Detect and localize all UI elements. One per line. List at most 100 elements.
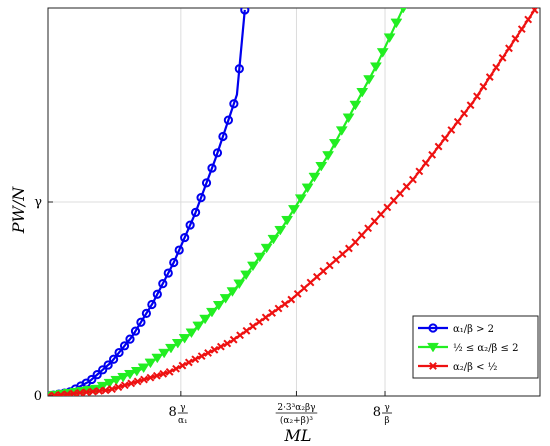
marker-x <box>52 391 59 396</box>
marker-triangle <box>205 307 218 318</box>
marker-x <box>498 53 507 62</box>
marker-x <box>165 367 174 376</box>
marker-x <box>140 375 148 384</box>
marker-x <box>210 345 219 354</box>
legend-label: ½ ≤ α₂/β ≤ 2 <box>453 343 518 354</box>
marker-x <box>415 167 424 176</box>
marker-x <box>377 210 385 219</box>
marker-circle <box>212 148 223 158</box>
marker-circle <box>114 347 124 358</box>
marker-circle <box>234 64 244 74</box>
marker-x <box>460 109 469 118</box>
marker-circle <box>201 178 212 188</box>
marker-x <box>82 388 91 396</box>
marker-triangle <box>376 48 389 58</box>
series-2 <box>48 8 407 396</box>
marker-x <box>204 349 212 357</box>
marker-x <box>524 15 533 24</box>
x-tick-denominator: β <box>384 416 389 426</box>
marker-triangle <box>246 261 259 272</box>
legend-item: α₂/β < ½ <box>418 362 498 373</box>
marker-x <box>409 175 417 184</box>
marker-circle <box>119 341 130 351</box>
marker-x <box>396 189 405 198</box>
marker-triangle <box>322 151 335 161</box>
marker-triangle <box>130 367 143 377</box>
marker-x <box>159 369 168 378</box>
marker-x <box>242 326 251 335</box>
marker-x <box>76 388 84 396</box>
marker-x <box>383 203 392 212</box>
marker-x <box>421 159 430 168</box>
marker-circle <box>136 317 146 327</box>
marker-triangle <box>427 342 439 353</box>
marker-x <box>133 377 142 386</box>
marker-x <box>58 390 65 396</box>
marker-x <box>69 389 78 396</box>
series-3 <box>48 8 539 396</box>
marker-circle <box>240 8 250 15</box>
marker-x <box>293 289 302 298</box>
marker-circle <box>180 232 190 243</box>
marker-x <box>255 317 264 326</box>
marker-triangle <box>117 372 130 383</box>
y-tick-label: 0 <box>34 389 42 404</box>
marker-circle <box>169 257 179 268</box>
marker-circle <box>141 308 151 318</box>
marker-circle <box>125 334 135 344</box>
marker-x <box>280 300 289 308</box>
legend-item: α₁/β > 2 <box>418 323 494 335</box>
marker-x <box>345 244 353 253</box>
marker-triangle <box>383 33 396 43</box>
marker-circle <box>174 245 184 255</box>
marker-x <box>274 304 283 313</box>
marker-triangle <box>103 378 116 389</box>
marker-circle <box>207 163 217 173</box>
x-tick-numerator: γ <box>180 403 185 413</box>
marker-triangle <box>335 126 348 136</box>
marker-x <box>389 196 398 205</box>
marker-triangle <box>287 205 300 215</box>
marker-triangle <box>124 369 136 380</box>
marker-x <box>505 44 513 53</box>
marker-x <box>178 361 187 370</box>
marker-x <box>268 309 276 317</box>
marker-x <box>184 358 193 367</box>
marker-triangle <box>151 353 164 364</box>
marker-x <box>351 238 360 247</box>
legend-item: ½ ≤ α₂/β ≤ 2 <box>418 342 518 354</box>
marker-triangle <box>342 113 355 124</box>
marker-circle <box>223 115 233 125</box>
marker-triangle <box>267 234 280 245</box>
marker-x <box>466 101 475 110</box>
marker-triangle <box>294 194 307 204</box>
marker-circle <box>229 99 239 109</box>
x-tick-numerator: 2·3³α₂βγ <box>277 403 315 413</box>
marker-x <box>370 217 379 226</box>
x-tick-label: 8 γβ <box>373 403 393 426</box>
marker-triangle <box>369 62 382 72</box>
marker-circle <box>130 326 141 336</box>
marker-triangle <box>315 161 328 172</box>
marker-triangle <box>260 243 273 254</box>
marker-circle <box>98 365 108 375</box>
x-tick-denominator: α₁ <box>178 416 188 426</box>
marker-circle <box>191 207 201 217</box>
marker-circle <box>185 220 195 230</box>
marker-triangle <box>144 358 157 369</box>
marker-x <box>530 8 538 14</box>
legend-label: α₁/β > 2 <box>453 324 494 335</box>
marker-x <box>332 255 341 264</box>
marker-x <box>223 339 232 348</box>
x-tick-numerator: γ <box>384 403 389 413</box>
marker-triangle <box>212 301 225 311</box>
marker-x <box>63 390 72 396</box>
marker-x <box>248 322 257 331</box>
marker-x <box>114 383 123 392</box>
marker-triangle <box>178 334 191 344</box>
marker-triangle <box>328 139 341 149</box>
marker-circle <box>103 360 113 370</box>
marker-x <box>108 385 116 393</box>
marker-triangle <box>274 225 287 236</box>
